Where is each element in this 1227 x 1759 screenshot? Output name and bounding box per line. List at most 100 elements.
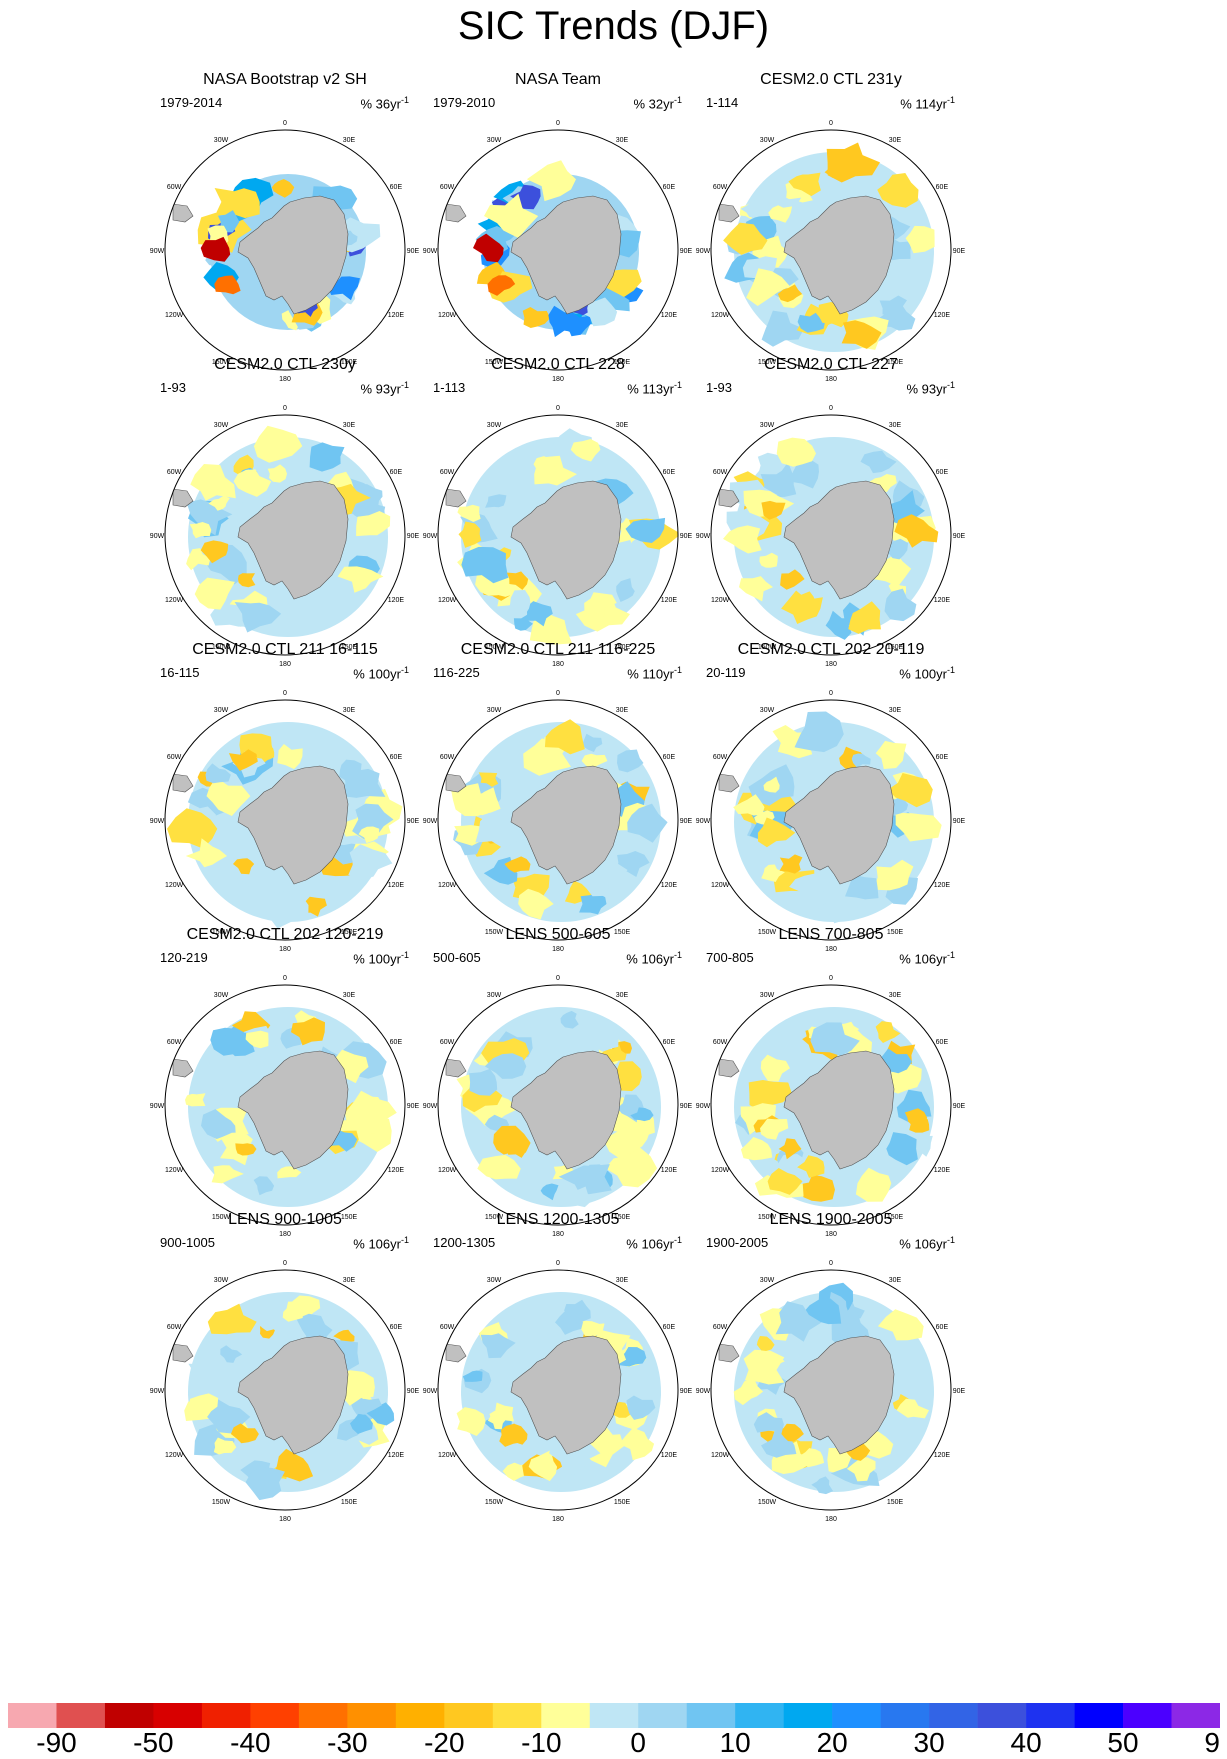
longitude-label: 30W	[214, 1277, 229, 1284]
longitude-label: 150W	[758, 929, 777, 936]
colorbar-box	[8, 1703, 57, 1728]
trend-patch	[544, 719, 585, 755]
trend-patch	[540, 1183, 559, 1201]
panel-period: 1900-2005	[706, 1235, 769, 1250]
panel-units: % 106yr-1	[899, 1232, 955, 1252]
trend-patch	[188, 1358, 234, 1400]
trend-patch	[356, 511, 391, 537]
trend-patch	[253, 1176, 275, 1196]
longitude-label: 120E	[388, 1167, 405, 1174]
longitude-label: 90E	[407, 248, 420, 255]
panel-title: CESM2.0 CTL 230y	[214, 356, 356, 373]
longitude-label: 60E	[390, 754, 403, 761]
trend-patch	[776, 437, 816, 467]
longitude-label: 150E	[341, 1214, 358, 1221]
colorbar-box	[347, 1703, 397, 1728]
polar-map: 0 30E 60E 90E 120E 150E 180 150W 120W 90W 60W 30W	[696, 1260, 966, 1523]
trend-patch	[842, 727, 869, 749]
trend-patch	[810, 1022, 860, 1056]
south-america-landmass	[718, 1058, 740, 1078]
trend-patch	[189, 522, 212, 539]
trend-patch	[895, 812, 942, 842]
longitude-label: 150E	[341, 359, 358, 366]
longitude-label: 180	[825, 946, 837, 953]
longitude-label: 150W	[212, 359, 231, 366]
colorbar-box	[1074, 1703, 1124, 1728]
longitude-label: 60E	[936, 469, 949, 476]
longitude-label: 90W	[423, 533, 438, 540]
trend-patch	[344, 1090, 397, 1134]
longitude-label: 30E	[343, 422, 356, 429]
longitude-label: 30W	[487, 1277, 502, 1284]
trend-patch	[875, 740, 907, 769]
map-boundary	[164, 1269, 406, 1511]
trend-patch	[753, 1412, 784, 1433]
longitude-label: 60E	[663, 184, 676, 191]
trend-patch	[484, 1053, 527, 1079]
longitude-label: 90W	[696, 533, 711, 540]
longitude-label: 150E	[614, 644, 631, 651]
longitude-label: 180	[552, 1231, 564, 1238]
panel-period: 1-113	[433, 380, 466, 395]
trend-patch	[340, 768, 386, 798]
colorbar-tick-label: -20	[424, 1727, 464, 1755]
colorbar-box	[298, 1703, 348, 1728]
panel-units: % 100yr-1	[353, 947, 409, 967]
longitude-label: 120E	[388, 1452, 405, 1459]
longitude-label: 0	[283, 405, 287, 412]
longitude-label: 120E	[934, 597, 951, 604]
longitude-label: 60E	[663, 1039, 676, 1046]
longitude-label: 120W	[438, 312, 457, 319]
longitude-label: 150W	[758, 359, 777, 366]
panel-units: % 106yr-1	[353, 1232, 409, 1252]
longitude-label: 180	[552, 1516, 564, 1523]
longitude-label: 120E	[388, 597, 405, 604]
longitude-label: 30E	[616, 707, 629, 714]
panel-period: 1979-2010	[433, 95, 496, 110]
longitude-label: 180	[825, 661, 837, 668]
longitude-label: 60W	[167, 184, 182, 191]
longitude-label: 90E	[680, 533, 693, 540]
trend-patch	[605, 1146, 658, 1188]
longitude-label: 60E	[390, 1039, 403, 1046]
longitude-label: 120W	[438, 597, 457, 604]
trend-patch	[454, 825, 482, 846]
panel-title: LENS 1900-2005	[769, 1211, 893, 1228]
longitude-label: 120E	[661, 312, 678, 319]
trend-patch	[220, 1345, 243, 1363]
trend-patch	[761, 310, 804, 347]
longitude-label: 180	[279, 376, 291, 383]
trend-patch	[469, 1068, 498, 1096]
polar-map: 0 30E 60E 90E 120E 150E 180 150W 120W 90W 60W 30W	[423, 405, 693, 668]
trend-patch	[739, 576, 773, 602]
longitude-label: 60E	[390, 184, 403, 191]
longitude-label: 90W	[423, 818, 438, 825]
colorbar-box	[1123, 1703, 1172, 1728]
trend-patch	[188, 1393, 219, 1420]
trend-patch	[733, 794, 765, 816]
longitude-label: 90E	[953, 818, 966, 825]
map-boundary	[710, 129, 952, 371]
longitude-label: 90E	[953, 248, 966, 255]
trend-patch	[896, 1398, 929, 1419]
trend-patch	[905, 225, 935, 254]
colorbar-tick-label: 30	[914, 1727, 945, 1755]
longitude-label: 60W	[440, 754, 455, 761]
trend-patch	[743, 1349, 785, 1385]
trend-patch	[561, 311, 591, 337]
longitude-label: 30E	[343, 137, 356, 144]
antarctica-landmass	[783, 195, 895, 315]
longitude-label: 30E	[343, 707, 356, 714]
polar-map: 0 30E 60E 90E 120E 150E 180 150W 120W 90W 60W 30W	[150, 405, 420, 668]
units-exponent: -1	[673, 380, 682, 390]
trend-patch	[267, 464, 287, 483]
polar-map: 0 30E 60E 90E 120E 150E 180 150W 120W 90W 60W 30W	[423, 690, 693, 953]
antarctica-landmass	[510, 1335, 622, 1455]
panel-units: % 100yr-1	[353, 662, 409, 682]
longitude-label: 90W	[150, 1388, 165, 1395]
longitude-label: 150W	[212, 1214, 231, 1221]
trend-patch	[507, 1423, 528, 1445]
trend-patch	[761, 500, 786, 520]
colorbar-box	[589, 1703, 639, 1728]
longitude-label: 180	[279, 1516, 291, 1523]
